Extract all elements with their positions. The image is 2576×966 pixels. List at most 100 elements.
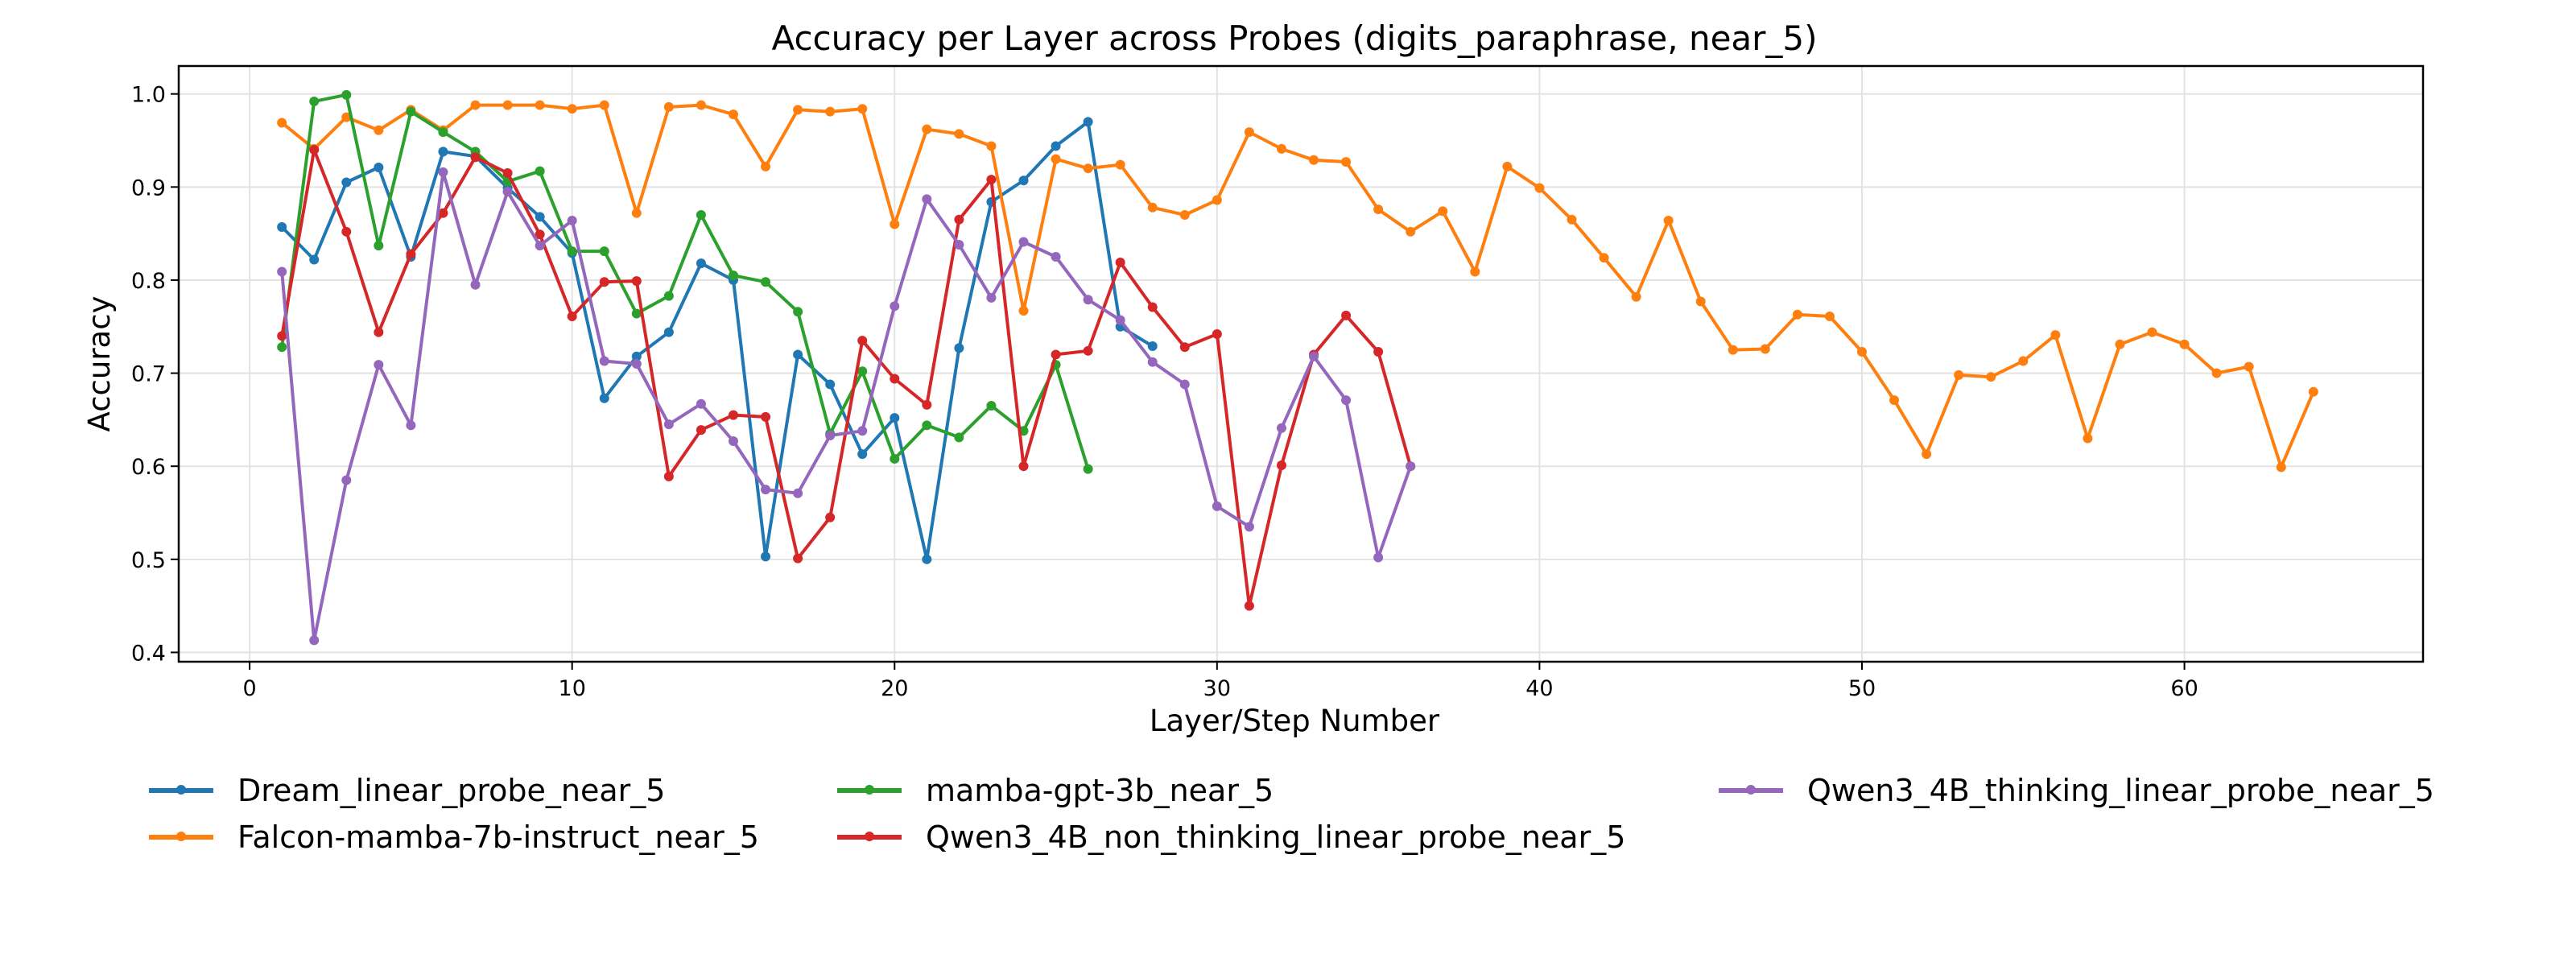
data-point — [761, 277, 771, 287]
data-point — [1147, 302, 1158, 312]
series-line — [277, 145, 1416, 611]
data-point — [1244, 522, 1254, 532]
data-point — [663, 471, 674, 481]
data-point — [2083, 433, 2093, 444]
grid-lines — [179, 66, 2423, 662]
data-point — [1663, 215, 1674, 225]
legend-item-qwen-thinking[interactable]: Qwen3_4B_thinking_linear_probe_near_5 — [1719, 773, 2434, 808]
data-point — [954, 343, 964, 353]
legend-line-marker-icon — [149, 785, 213, 795]
data-point — [599, 246, 609, 257]
data-point — [2147, 327, 2157, 337]
x-tick-label: 50 — [1848, 676, 1876, 701]
y-tick-label: 0.8 — [131, 269, 166, 294]
data-point — [890, 301, 900, 312]
data-point — [2276, 462, 2286, 473]
data-point — [374, 125, 384, 135]
data-point — [2179, 339, 2190, 349]
data-point — [1534, 183, 1545, 193]
data-point — [922, 399, 932, 410]
data-point — [1406, 226, 1416, 237]
data-point — [1018, 306, 1029, 316]
legend-item-qwen-non-thinking[interactable]: Qwen3_4B_non_thinking_linear_probe_near_… — [837, 819, 1625, 855]
data-point — [793, 307, 803, 317]
data-point — [277, 266, 287, 277]
data-point — [341, 475, 352, 485]
data-point — [986, 141, 997, 151]
data-point — [406, 420, 416, 431]
data-point — [1083, 464, 1093, 474]
data-point — [277, 118, 287, 128]
y-tick-label: 0.4 — [131, 641, 166, 666]
y-axis-label: Accuracy — [82, 296, 117, 432]
data-point — [696, 258, 706, 269]
data-point — [728, 109, 738, 120]
data-point — [1373, 204, 1384, 215]
data-point — [890, 374, 900, 384]
data-point — [1212, 329, 1222, 339]
data-point — [761, 551, 771, 562]
legend-item-mamba-gpt[interactable]: mamba-gpt-3b_near_5 — [837, 773, 1274, 808]
data-point — [663, 327, 674, 337]
data-point — [1986, 372, 1996, 382]
legend-line-marker-icon — [837, 785, 902, 795]
data-point — [922, 194, 932, 204]
data-point — [1889, 395, 1900, 406]
y-tick-label: 1.0 — [131, 83, 166, 108]
data-point — [438, 167, 448, 177]
data-point — [2244, 361, 2254, 372]
data-point — [1276, 460, 1286, 471]
data-point — [567, 215, 577, 225]
data-point — [406, 249, 416, 259]
data-point — [374, 360, 384, 370]
data-point — [535, 229, 545, 240]
data-point — [309, 254, 320, 265]
legend-line-marker-icon — [1719, 785, 1783, 795]
data-point — [1179, 342, 1190, 353]
data-point — [728, 410, 738, 420]
legend-label: Qwen3_4B_non_thinking_linear_probe_near_… — [926, 819, 1626, 855]
legend-item-falcon[interactable]: Falcon-mamba-7b-instruct_near_5 — [149, 819, 759, 855]
data-point — [825, 106, 836, 117]
data-point — [599, 356, 609, 366]
series-line — [277, 167, 1416, 646]
data-point — [793, 553, 803, 564]
data-point — [1470, 266, 1480, 277]
x-tick-label: 40 — [1525, 676, 1553, 701]
data-point — [1051, 252, 1061, 262]
data-point — [761, 485, 771, 495]
data-point — [922, 124, 932, 134]
data-point — [1115, 315, 1125, 325]
data-point — [1147, 202, 1158, 213]
data-point — [857, 449, 868, 460]
data-point — [631, 208, 642, 218]
data-point — [470, 279, 481, 290]
legend-item-dream[interactable]: Dream_linear_probe_near_5 — [149, 773, 665, 808]
data-point — [696, 100, 706, 110]
data-point — [1244, 127, 1254, 138]
data-point — [986, 401, 997, 411]
data-point — [277, 342, 287, 353]
data-point — [1567, 214, 1577, 225]
data-point — [599, 277, 609, 287]
data-point — [535, 166, 545, 176]
legend-line-marker-icon — [837, 832, 902, 841]
data-point — [954, 129, 964, 139]
data-point — [599, 100, 609, 110]
data-point — [502, 187, 513, 197]
y-tick-label: 0.5 — [131, 548, 166, 573]
data-point — [1179, 379, 1190, 390]
data-point — [825, 379, 836, 390]
data-point — [374, 327, 384, 337]
data-point — [696, 425, 706, 436]
x-tick-label: 60 — [2170, 676, 2198, 701]
data-point — [1341, 157, 1352, 167]
data-point — [535, 100, 545, 110]
data-point — [1341, 395, 1352, 406]
data-point — [1954, 369, 1964, 380]
legend-label: Qwen3_4B_thinking_linear_probe_near_5 — [1807, 773, 2434, 808]
data-point — [470, 100, 481, 110]
data-point — [1631, 291, 1641, 302]
data-point — [631, 359, 642, 369]
data-point — [1147, 357, 1158, 367]
